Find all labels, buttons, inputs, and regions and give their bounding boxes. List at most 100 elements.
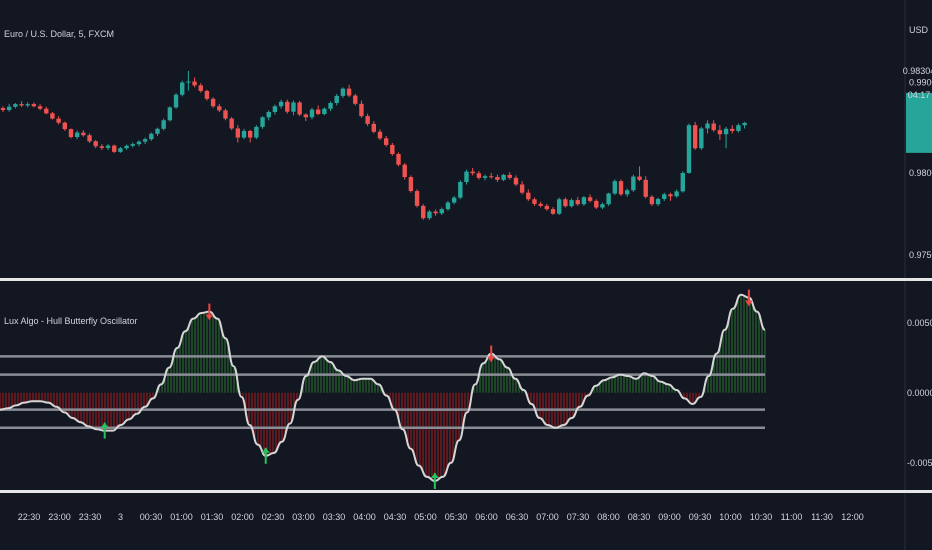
candle-body — [235, 128, 241, 138]
candle-body — [408, 177, 414, 192]
pane-separator-top[interactable] — [0, 278, 932, 281]
candle-body — [433, 211, 438, 214]
candle-body — [581, 197, 587, 205]
currency-label: USD — [909, 25, 929, 35]
bar-countdown: 04:17 — [908, 90, 931, 100]
candle-body — [93, 141, 98, 147]
candle-body — [513, 177, 519, 185]
last-price-tag: 0.98304 04:17 — [903, 66, 932, 153]
price-tick-label: 0.98000 — [909, 168, 932, 178]
time-tick-label: 06:30 — [506, 512, 529, 522]
oscillator-pane[interactable]: Lux Algo - Hull Butterfly Oscillator 0.0… — [0, 289, 932, 489]
up-arrow-head — [261, 447, 270, 453]
time-tick-label: 07:00 — [536, 512, 559, 522]
oscillator-levels — [0, 355, 765, 430]
candle-body — [618, 181, 624, 195]
candle-body — [717, 130, 723, 135]
candle-body — [0, 108, 6, 111]
candle-body — [112, 145, 117, 152]
candle-body — [31, 104, 37, 107]
candle-body — [81, 132, 86, 136]
time-tick-label: 00:30 — [140, 512, 163, 522]
candle-body — [377, 131, 383, 139]
candle-body — [742, 122, 747, 126]
time-tick-label: 10:00 — [719, 512, 742, 522]
candle-body — [291, 102, 296, 112]
candle-body — [563, 199, 568, 207]
candle-body — [223, 110, 228, 119]
candle-body — [427, 211, 432, 219]
oscillator-tick-label: 0.00000 — [907, 388, 932, 398]
candle-body — [192, 81, 197, 86]
last-price-value: 0.98304 — [903, 66, 932, 76]
price-tick-label: 0.97500 — [909, 250, 932, 260]
candle-body — [464, 171, 469, 182]
time-tick-label: 09:30 — [689, 512, 712, 522]
candle-body — [445, 202, 451, 210]
time-tick-label: 10:30 — [750, 512, 773, 522]
candle-body — [285, 101, 290, 112]
time-tick-label: 11:30 — [811, 512, 833, 522]
candle-body — [396, 153, 401, 165]
time-tick-label: 05:30 — [445, 512, 468, 522]
time-axis[interactable]: 22:30 23:00 23:30 3 00:30 01:00 01:30 02:00 02:3… — [18, 512, 864, 522]
time-tick-label: 3 — [118, 512, 123, 522]
candle-body — [606, 193, 611, 205]
price-pane[interactable]: Euro / U.S. Dollar, 5, FXCM — [0, 29, 747, 220]
candle-body — [421, 205, 426, 219]
time-tick-label: 09:00 — [658, 512, 681, 522]
candle-body — [173, 94, 179, 108]
candle-body — [692, 125, 698, 149]
price-axis[interactable]: USD 0.99000 0.98000 0.97500 0.98304 04:17 — [903, 0, 932, 550]
price-tick-label: 0.99000 — [909, 77, 932, 87]
candle-body — [402, 164, 407, 178]
candle-body — [612, 181, 618, 194]
candle-body — [476, 173, 482, 178]
candle-body — [390, 144, 395, 154]
candle-body — [62, 122, 67, 130]
oscillator-line — [0, 293, 766, 483]
time-tick-label: 08:00 — [597, 512, 620, 522]
candle-body — [142, 139, 148, 142]
candle-body — [501, 174, 506, 180]
candle-body — [334, 95, 339, 103]
time-tick-label: 03:30 — [323, 512, 346, 522]
candle-body — [136, 141, 142, 145]
time-tick-label: 06:00 — [475, 512, 498, 522]
candle-body — [87, 135, 92, 142]
up-arrow-head — [430, 473, 439, 478]
candle-body — [99, 146, 105, 148]
candle-body — [315, 109, 321, 114]
candle-body — [538, 203, 543, 206]
candle-body — [210, 98, 216, 107]
candle-body — [631, 176, 636, 191]
candle-body — [44, 108, 49, 114]
candle-body — [519, 184, 525, 193]
candle-body — [322, 108, 327, 114]
oscillator-tick-label: -0.00500 — [907, 458, 932, 468]
down-arrow-head — [744, 300, 753, 306]
candle-body — [346, 88, 352, 96]
candle-body — [328, 102, 333, 109]
candle-body — [74, 132, 80, 138]
candle-body — [19, 104, 24, 106]
time-tick-label: 08:30 — [628, 512, 651, 522]
oscillator-tick-labels: 0.00500 0.00000 -0.00500 — [907, 318, 932, 468]
candle-body — [248, 130, 253, 138]
candle-body — [130, 144, 135, 146]
candle-body — [699, 128, 704, 149]
candle-body — [458, 181, 463, 198]
time-tick-label: 03:00 — [292, 512, 315, 522]
down-arrow-head — [205, 314, 214, 320]
candle-body — [266, 112, 271, 118]
candle-body — [155, 128, 160, 134]
candle-body — [254, 126, 259, 138]
candle-body — [655, 198, 661, 205]
candle-body — [637, 176, 642, 180]
candle-body — [371, 123, 376, 132]
candle-body — [229, 118, 234, 129]
time-tick-label: 01:00 — [170, 512, 193, 522]
